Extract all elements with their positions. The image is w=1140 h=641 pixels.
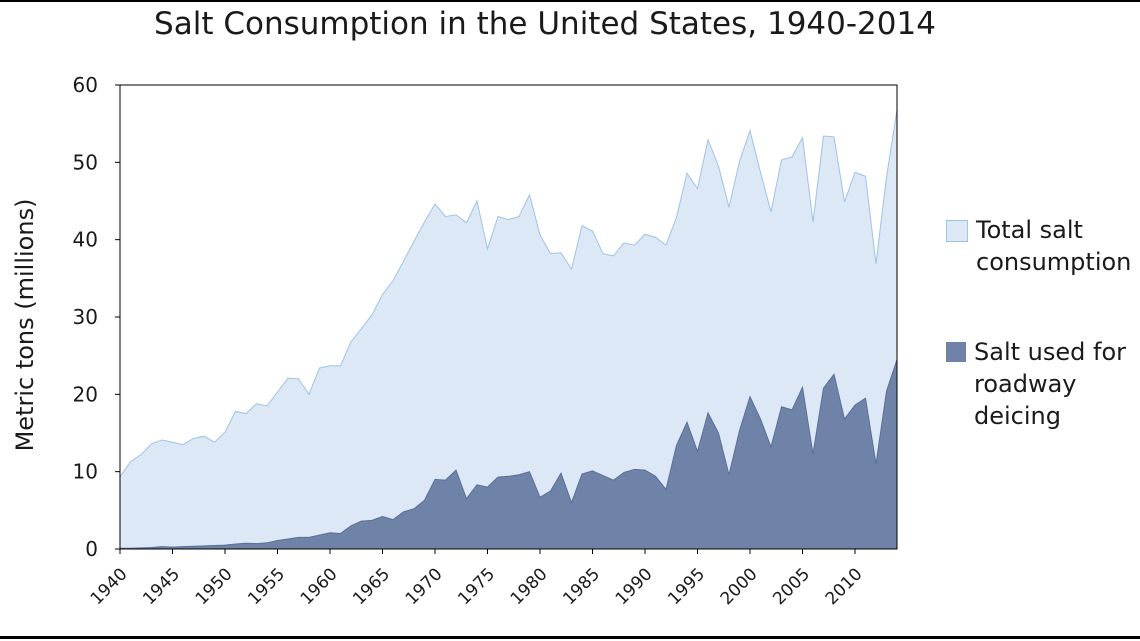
- x-tick-label-1955: 1955: [244, 564, 289, 609]
- legend-label-total: Total salt consumption: [976, 216, 1132, 276]
- top-border: [0, 0, 1140, 2]
- x-tick-label-2010: 2010: [822, 564, 867, 609]
- chart-title: Salt Consumption in the United States, 1…: [154, 6, 936, 42]
- x-tick-label-1985: 1985: [559, 564, 604, 609]
- x-tick-label-1980: 1980: [507, 564, 552, 609]
- legend-item-total: Total salt consumption: [946, 214, 1140, 278]
- x-tick-label-1960: 1960: [297, 564, 342, 609]
- x-tick-label-1975: 1975: [454, 564, 499, 609]
- area-series-1: [120, 359, 897, 549]
- y-tick-label-30: 30: [73, 305, 98, 329]
- x-tick-label-1970: 1970: [402, 564, 447, 609]
- y-tick-label-10: 10: [73, 460, 98, 484]
- x-tick-label-1950: 1950: [192, 564, 237, 609]
- x-tick-label-2005: 2005: [769, 564, 814, 609]
- x-tick-label-1995: 1995: [664, 564, 709, 609]
- legend-item-deicing: Salt used for roadway deicing: [946, 336, 1140, 432]
- x-tick-label-1945: 1945: [139, 564, 184, 609]
- y-tick-label-50: 50: [73, 150, 98, 174]
- x-tick-label-2000: 2000: [717, 564, 762, 609]
- y-tick-label-0: 0: [85, 537, 98, 561]
- y-tick-label-60: 60: [73, 73, 98, 97]
- y-axis-label: Metric tons (millions): [11, 199, 39, 452]
- x-tick-label-1940: 1940: [87, 564, 132, 609]
- legend-swatch-total: [946, 220, 968, 242]
- y-tick-label-20: 20: [73, 382, 98, 406]
- bottom-border: [0, 636, 1140, 639]
- x-tick-label-1990: 1990: [612, 564, 657, 609]
- series-line-1: [120, 359, 898, 549]
- legend-label-deicing: Salt used for roadway deicing: [974, 338, 1126, 430]
- legend-swatch-deicing: [946, 342, 966, 362]
- x-tick-label-1965: 1965: [349, 564, 394, 609]
- y-tick-label-40: 40: [73, 228, 98, 252]
- series-line-0: [119, 109, 898, 478]
